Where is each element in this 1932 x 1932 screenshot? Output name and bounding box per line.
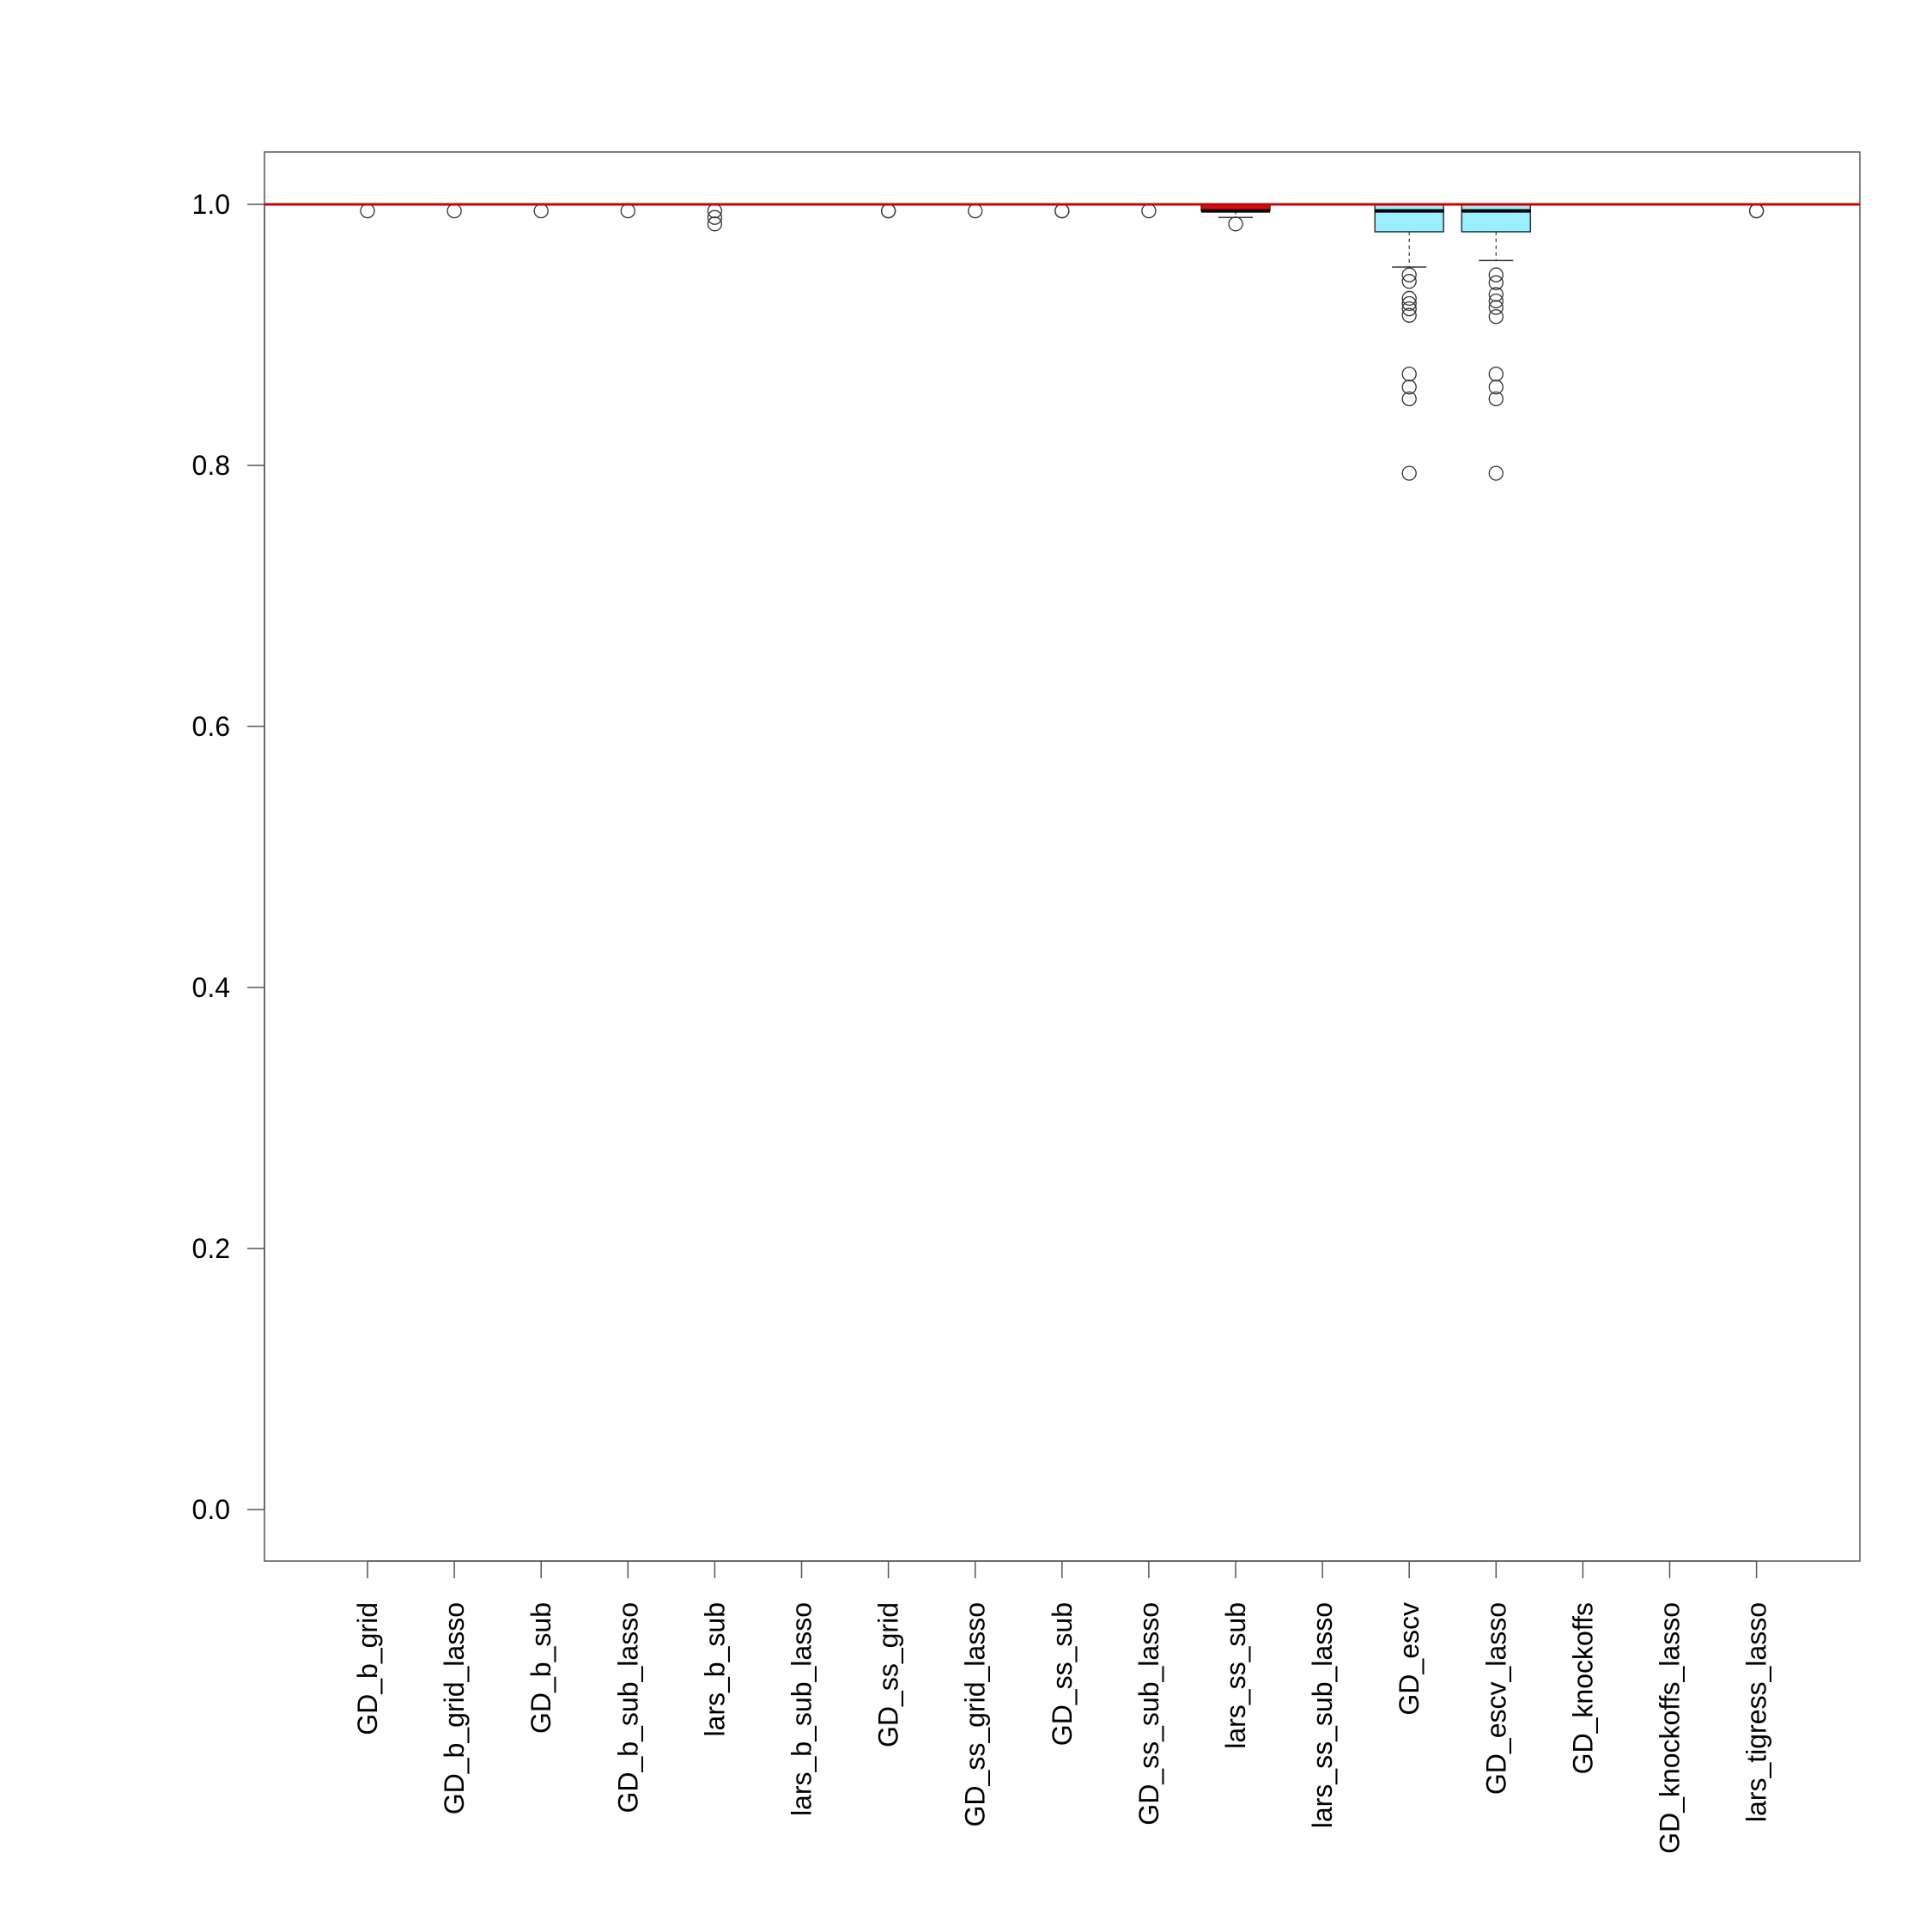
y-tick-label: 0.8 (192, 450, 230, 481)
box-GD_b_sub_lasso (620, 203, 635, 219)
outlier-point (1401, 301, 1417, 317)
outlier-point (1401, 295, 1417, 312)
x-tick-label: GD_b_sub_lasso (612, 1602, 643, 1813)
outlier-point (1488, 380, 1504, 395)
x-tick-label: GD_ss_grid (873, 1602, 904, 1747)
x-tick-label: lars_tigress_lasso (1741, 1602, 1772, 1822)
box-body (1374, 204, 1444, 233)
outlier-point (1488, 267, 1504, 283)
box-GD_escv_lasso (1461, 204, 1532, 481)
x-tick-label: GD_knockoffs (1567, 1602, 1598, 1774)
y-tick-label: 0.4 (192, 972, 230, 1003)
outlier-point (707, 210, 723, 225)
outlier-point (1488, 366, 1504, 382)
x-tick-label: GD_ss_sub (1047, 1602, 1078, 1746)
plot-frame (264, 151, 1861, 1562)
x-tick-label: lars_ss_sub_lasso (1307, 1602, 1338, 1828)
outlier-point (1228, 216, 1243, 232)
outlier-point (1488, 465, 1504, 481)
y-tick-label: 0.6 (192, 711, 230, 742)
y-tick-label: 0.0 (192, 1494, 230, 1525)
x-axis: GD_b_grid GD_b_grid_lasso GD_b_sub GD_b_sub… (352, 1560, 1772, 1854)
box-GD_escv (1374, 204, 1444, 481)
box-lars_ss_sub (1200, 204, 1271, 232)
box-body (1461, 204, 1532, 233)
box-series (360, 203, 1765, 481)
y-tick-label: 1.0 (192, 189, 230, 220)
outlier-point (1488, 309, 1504, 325)
outlier-point (360, 203, 375, 219)
outlier-point (1488, 391, 1504, 407)
x-tick-label: GD_b_grid (352, 1602, 383, 1735)
outlier-point (1401, 290, 1417, 307)
outlier-point (533, 203, 549, 219)
x-tick-label: lars_b_sub_lasso (787, 1602, 817, 1816)
box-GD_ss_grid (880, 203, 896, 219)
box-lars_b_sub (707, 203, 723, 232)
x-tick-label: GD_ss_grid_lasso (960, 1602, 991, 1826)
outlier-point (1054, 203, 1070, 219)
box-GD_b_grid_lasso (447, 203, 462, 219)
outlier-point (1401, 274, 1417, 289)
outlier-point (1401, 366, 1417, 382)
y-tick-label: 0.2 (192, 1233, 230, 1264)
outlier-point (1488, 287, 1504, 302)
outlier-point (880, 203, 896, 219)
outlier-point (1401, 307, 1417, 323)
outlier-point (707, 216, 723, 232)
x-tick-label: lars_b_sub (699, 1602, 730, 1737)
box-lars_tigress_lasso (1748, 203, 1765, 219)
box-GD_ss_sub_lasso (1141, 203, 1157, 219)
outlier-point (1401, 267, 1417, 283)
y-axis: 0.0 0.2 0.4 0.6 0.8 1.0 (192, 189, 265, 1525)
x-tick-label: GD_knockoffs_lasso (1655, 1602, 1686, 1854)
x-tick-label: GD_b_grid_lasso (439, 1602, 470, 1814)
outlier-point (968, 203, 983, 219)
outlier-point (1141, 203, 1157, 219)
outlier-point (1401, 465, 1417, 481)
outlier-point (620, 203, 635, 219)
outlier-point (1488, 293, 1504, 309)
outlier-point (1488, 300, 1504, 315)
box-GD_ss_grid_lasso (968, 203, 983, 219)
outlier-point (1748, 203, 1765, 219)
box-GD_b_sub (533, 203, 549, 219)
box-GD_ss_sub (1054, 203, 1070, 219)
box-GD_b_grid (360, 203, 375, 219)
x-tick-label: GD_escv_lasso (1480, 1602, 1511, 1795)
outlier-point (1401, 380, 1417, 395)
x-tick-label: GD_b_sub (526, 1602, 556, 1734)
outlier-point (447, 203, 462, 219)
x-tick-label: lars_ss_sub (1220, 1602, 1251, 1749)
x-tick-label: GD_ss_sub_lasso (1133, 1602, 1164, 1826)
outlier-point (1401, 391, 1417, 407)
outlier-point (1488, 275, 1504, 290)
x-tick-label: GD_escv (1394, 1602, 1425, 1716)
